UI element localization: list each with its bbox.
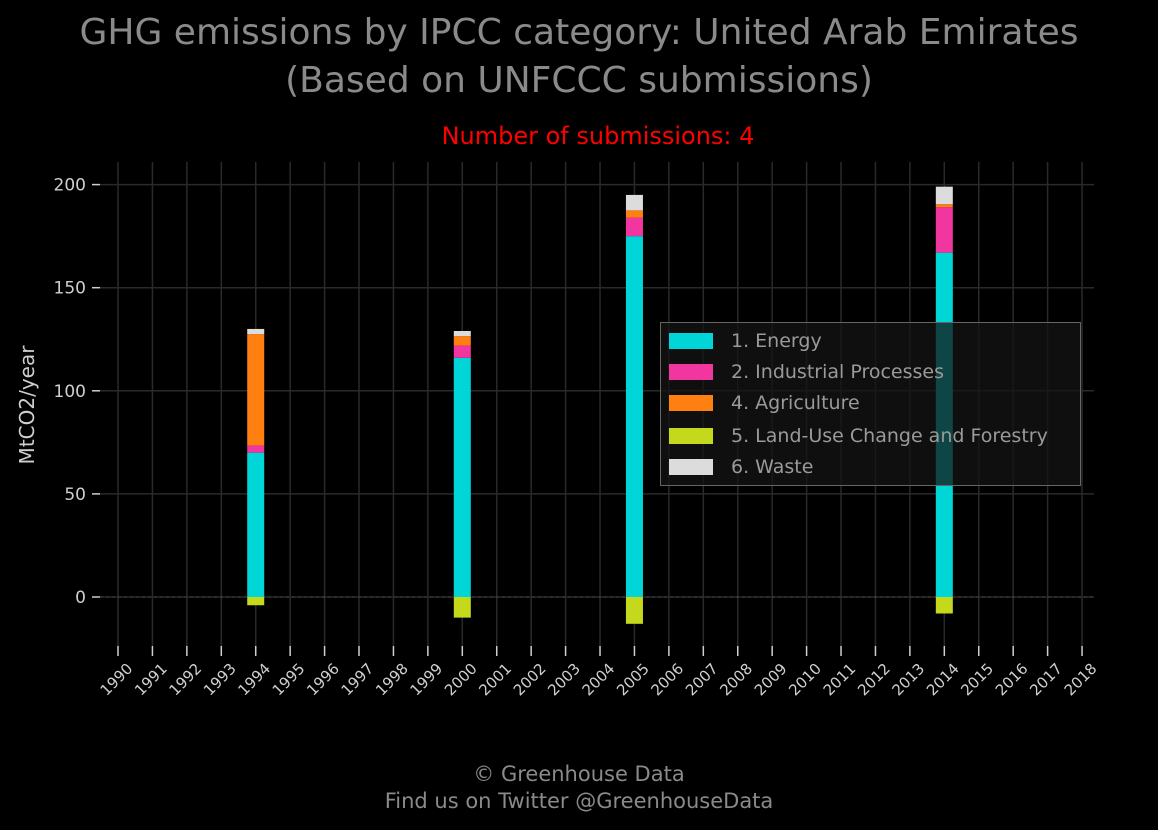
legend-label: 1. Energy: [731, 330, 822, 352]
x-tick-label: 2015: [957, 660, 997, 700]
y-tick-label: 100: [54, 382, 86, 402]
x-tick-label: 1996: [303, 660, 343, 700]
x-tick-label: 1990: [97, 660, 137, 700]
credit-line: © Greenhouse Data: [473, 762, 685, 786]
bar-1994-5-land-use-change-and-forestry: [247, 597, 265, 606]
legend-label: 2. Industrial Processes: [731, 361, 944, 383]
x-tick-label: 2010: [785, 660, 825, 700]
x-tick-label: 2017: [1026, 660, 1066, 700]
x-tick-label: 1999: [407, 660, 447, 700]
legend-swatch: [669, 333, 713, 349]
x-tick-label: 2001: [475, 660, 515, 700]
x-tick-label: 1995: [269, 660, 309, 700]
legend-swatch: [669, 364, 713, 380]
x-tick-label: 2009: [751, 660, 791, 700]
x-tick-label: 1993: [200, 660, 240, 700]
legend-swatch: [669, 428, 713, 444]
legend-swatch: [669, 395, 713, 411]
y-tick-label: 50: [64, 485, 86, 505]
x-tick-label: 2008: [716, 660, 756, 700]
legend-label: 4. Agriculture: [731, 392, 860, 414]
legend-label: 6. Waste: [731, 456, 814, 478]
x-tick-label: 2000: [441, 660, 481, 700]
bar-2000-1-energy: [453, 357, 471, 597]
bar-2005-6-waste: [625, 194, 643, 211]
x-tick-label: 2002: [510, 660, 550, 700]
bar-1994-2-industrial-processes: [247, 445, 265, 453]
chart-title: GHG emissions by IPCC category: United A…: [79, 12, 1079, 53]
bar-2014-2-industrial-processes: [935, 207, 953, 253]
bar-2000-2-industrial-processes: [453, 345, 471, 358]
bar-1994-6-waste: [247, 328, 265, 335]
legend-label: 5. Land-Use Change and Forestry: [731, 425, 1048, 447]
bar-2000-5-land-use-change-and-forestry: [453, 597, 471, 618]
x-tick-label: 1994: [234, 660, 274, 700]
x-tick-label: 2013: [889, 660, 929, 700]
x-tick-label: 2004: [579, 660, 619, 700]
bar-2014-5-land-use-change-and-forestry: [935, 597, 953, 614]
twitter-credit: Find us on Twitter @GreenhouseData: [384, 789, 774, 813]
y-axis-label: MtCO2/year: [15, 345, 39, 465]
bar-1994-4-agriculture: [247, 334, 265, 446]
legend-item: 4. Agriculture: [669, 388, 860, 418]
x-tick-label: 2011: [820, 660, 860, 700]
bar-1994-1-energy: [247, 452, 265, 597]
x-tick-label: 2012: [854, 660, 894, 700]
bar-2000-4-agriculture: [453, 336, 471, 346]
bar-2005-5-land-use-change-and-forestry: [625, 597, 643, 624]
legend-item: 1. Energy: [669, 326, 822, 356]
chart-subtitle: Number of submissions: 4: [441, 122, 755, 150]
x-tick-label: 2005: [613, 660, 653, 700]
chart-title-line2: (Based on UNFCCC submissions): [285, 60, 873, 101]
legend-item: 2. Industrial Processes: [669, 357, 944, 387]
legend-item: 5. Land-Use Change and Forestry: [669, 421, 1048, 451]
x-tick-label: 2018: [1061, 660, 1101, 700]
legend-swatch: [669, 459, 713, 475]
x-tick-label: 2014: [923, 660, 963, 700]
bar-2014-4-agriculture: [935, 204, 953, 208]
bar-2005-2-industrial-processes: [625, 217, 643, 237]
bar-2014-6-waste: [935, 186, 953, 205]
legend-item: 6. Waste: [669, 452, 813, 482]
x-tick-label: 1992: [166, 660, 206, 700]
x-tick-label: 2003: [544, 660, 584, 700]
x-tick-label: 1998: [372, 660, 412, 700]
x-tick-label: 2006: [648, 660, 688, 700]
y-tick-label: 0: [75, 588, 86, 608]
x-tick-label: 2016: [992, 660, 1032, 700]
y-tick-label: 150: [54, 279, 86, 299]
bar-2000-6-waste: [453, 331, 471, 337]
bar-2005-4-agriculture: [625, 210, 643, 218]
legend: 1. Energy 2. Industrial Processes 4. Agric…: [660, 322, 1081, 486]
y-tick-label: 200: [54, 176, 86, 196]
bar-2005-1-energy: [625, 236, 643, 597]
x-tick-label: 1991: [131, 660, 171, 700]
x-tick-label: 1997: [338, 660, 378, 700]
x-tick-label: 2007: [682, 660, 722, 700]
